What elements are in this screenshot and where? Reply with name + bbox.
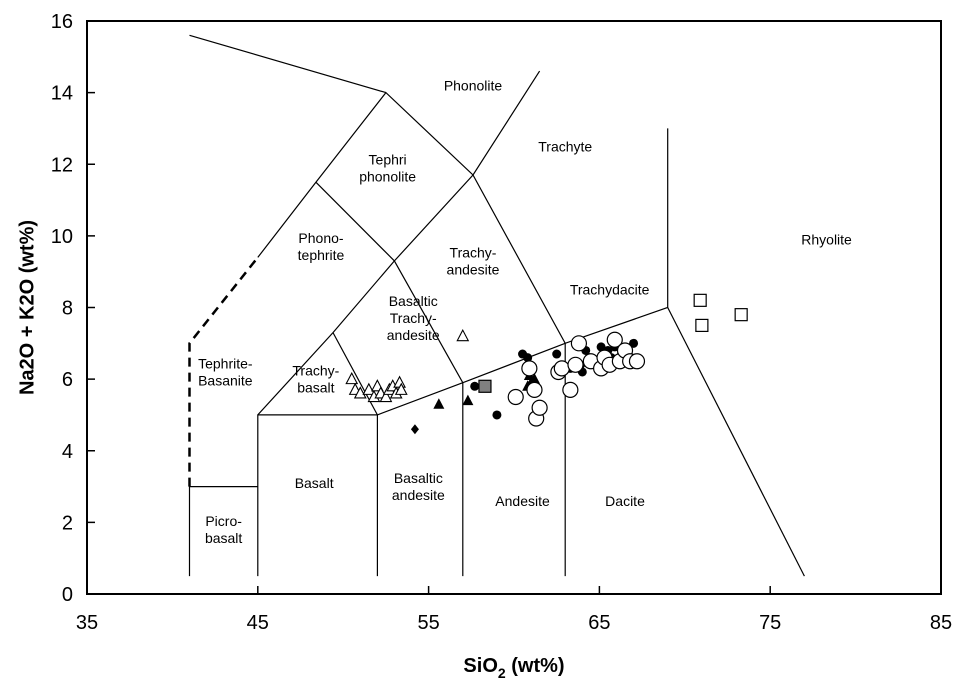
- data-point-open-circle: [521, 360, 538, 377]
- data-point-filled-triangle: [528, 373, 540, 384]
- x-tick-label: 35: [76, 612, 98, 634]
- data-point-open-square: [695, 318, 709, 333]
- field-label: Basanite: [198, 372, 253, 388]
- field-boundary: [667, 307, 805, 577]
- field-label: Basaltic: [394, 470, 443, 486]
- plot-frame: [86, 20, 942, 595]
- y-tick-label: 8: [62, 298, 73, 320]
- data-point-filled-circle: [596, 342, 606, 352]
- field-label: Dacite: [605, 493, 645, 509]
- field-label: andesite: [392, 487, 445, 503]
- y-tick-label: 0: [62, 584, 73, 606]
- data-point-open-triangle: [379, 389, 393, 403]
- field-boundary: [257, 70, 541, 577]
- field-label: Andesite: [495, 493, 550, 509]
- data-point-open-triangle: [353, 386, 367, 399]
- data-point-open-circle: [553, 360, 570, 377]
- field-boundary: [257, 91, 669, 345]
- x-axis-title-main: SiO: [463, 655, 497, 677]
- field-label: Tephri: [369, 151, 407, 167]
- data-point-open-circle: [628, 353, 646, 370]
- data-point-filled-triangle: [462, 394, 474, 406]
- data-point-open-circle: [531, 399, 548, 416]
- data-point-filled-square: [478, 379, 492, 393]
- field-label: Phonolite: [444, 77, 503, 93]
- field-label: Trachy-: [450, 244, 497, 260]
- y-tick-label: 16: [51, 11, 73, 33]
- field-label: Phono-: [298, 230, 343, 246]
- data-points: [345, 293, 748, 435]
- y-tick-label: 12: [51, 154, 73, 176]
- field-boundaries: [188, 34, 805, 577]
- field-boundary: [257, 342, 566, 416]
- y-tick-label: 14: [51, 83, 73, 105]
- data-point-open-circle: [606, 331, 623, 348]
- data-point-filled-circle: [552, 349, 562, 359]
- data-point-open-circle: [570, 335, 588, 352]
- y-axis-title: Na2O + K2O (wt%): [16, 220, 38, 395]
- field-label: tephrite: [298, 247, 345, 263]
- y-tick-label: 10: [51, 226, 73, 248]
- data-point-open-circle: [526, 381, 543, 398]
- field-label: Trachy-: [390, 310, 437, 326]
- field-boundary-dashed: [188, 256, 259, 487]
- field-label: andesite: [387, 327, 440, 343]
- field-label: andesite: [447, 261, 500, 277]
- field-boundary: [315, 181, 395, 262]
- field-label: basalt: [297, 380, 334, 396]
- data-point-open-triangle: [394, 382, 408, 395]
- x-tick-label: 45: [247, 612, 269, 634]
- field-label: Basalt: [295, 475, 334, 491]
- data-point-open-triangle: [393, 375, 406, 388]
- field-label: Trachy-: [292, 363, 339, 379]
- data-point-open-square: [693, 293, 707, 307]
- data-point-open-circle: [562, 381, 579, 398]
- field-boundary: [189, 34, 387, 94]
- field-label: phonolite: [359, 168, 416, 184]
- field-boundary: [332, 332, 378, 416]
- data-point-open-triangle: [362, 382, 376, 395]
- field-label: Tephrite-: [198, 355, 253, 371]
- x-tick-label: 65: [588, 612, 610, 634]
- x-axis-title: SiO2 (wt%): [463, 655, 564, 681]
- field-label: basalt: [205, 530, 242, 546]
- y-tick-label: 6: [62, 369, 73, 391]
- x-tick-label: 55: [417, 612, 439, 634]
- field-label: Trachydacite: [570, 282, 650, 298]
- field-boundary: [393, 260, 464, 383]
- y-tick-label: 4: [62, 441, 73, 463]
- data-point-open-triangle: [456, 328, 470, 342]
- field-label: Basaltic: [389, 293, 438, 309]
- x-tick-label: 75: [759, 612, 781, 634]
- data-point-open-square: [734, 308, 748, 322]
- data-point-open-triangle: [345, 371, 359, 385]
- field-label: Trachyte: [538, 138, 592, 154]
- data-point-filled-circle: [470, 381, 480, 391]
- data-point-filled-circle: [492, 410, 502, 420]
- data-point-open-circle: [507, 388, 524, 406]
- x-axis-title-suffix: (wt%): [506, 655, 565, 677]
- x-axis-title-subscript: 2: [498, 665, 506, 681]
- data-point-filled-diamond: [410, 424, 419, 435]
- data-point-filled-triangle: [433, 398, 445, 409]
- field-label: Picro-: [205, 513, 242, 529]
- data-point-filled-circle: [523, 353, 533, 363]
- y-tick-label: 2: [62, 512, 73, 534]
- data-point-open-circle: [567, 356, 584, 373]
- axis-ticks: 0 2 4 6 8 10 12 14 16 35 45 55 65 75 85: [51, 11, 952, 634]
- x-tick-label: 85: [930, 612, 952, 634]
- field-label: Rhyolite: [801, 231, 852, 247]
